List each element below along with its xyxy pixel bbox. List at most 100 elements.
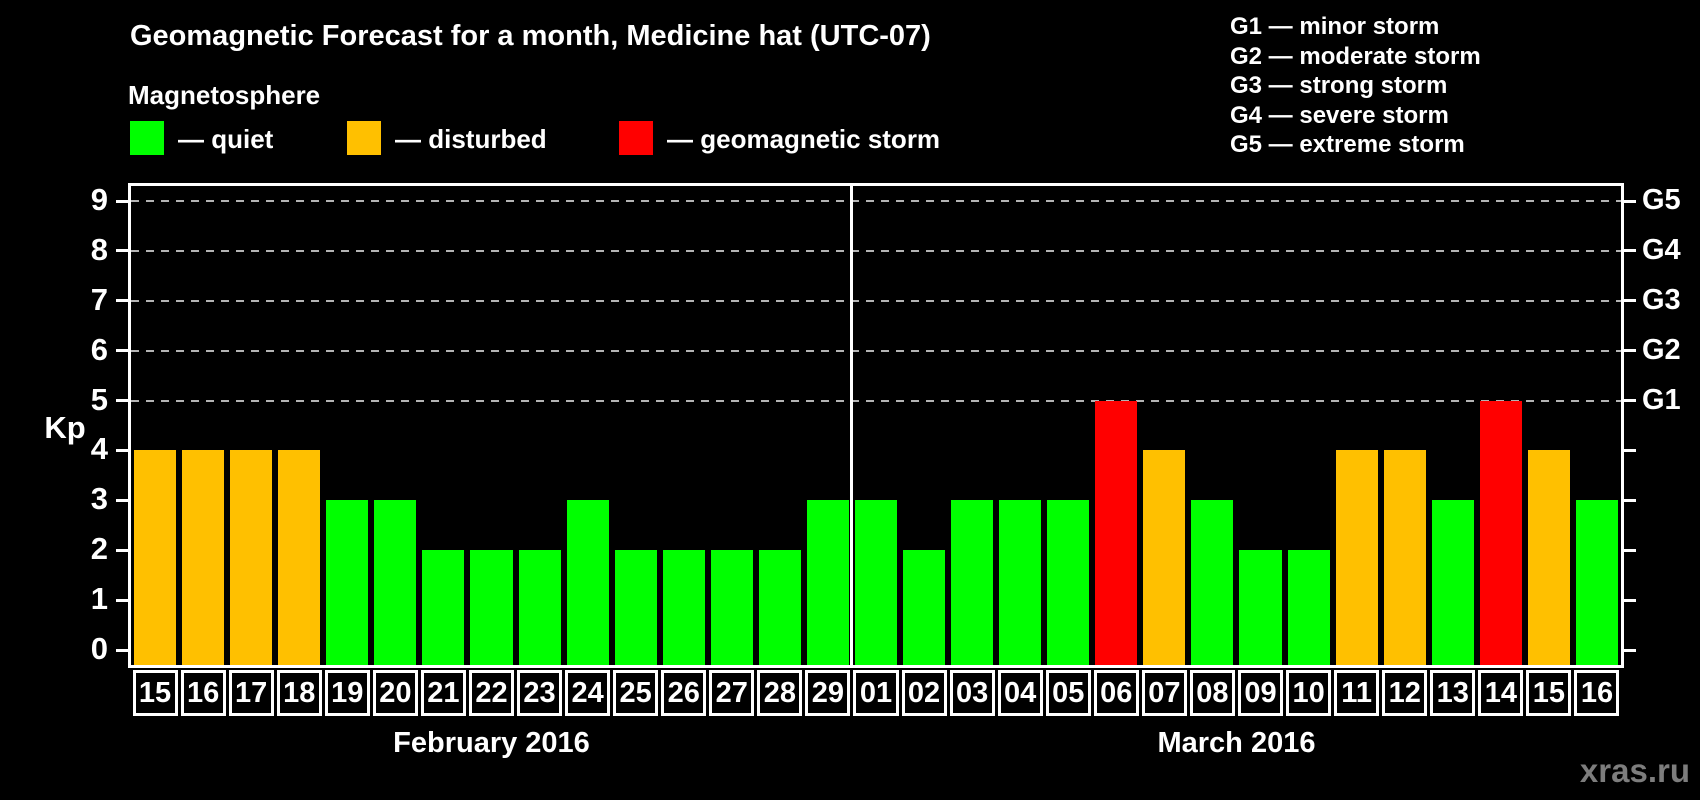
kp-bar-19 (326, 500, 369, 665)
day-cell-mar-11: 11 (1334, 670, 1380, 716)
kp-bar-15 (1527, 450, 1570, 665)
kp-bar-08 (1191, 500, 1234, 665)
kp-bar-18 (278, 450, 321, 665)
kp-bar-11 (1335, 450, 1378, 665)
day-cell-feb-23: 23 (517, 670, 563, 716)
right-tick-4 (1624, 448, 1636, 452)
kp-bar-10 (1287, 550, 1330, 665)
gridline-kp7 (131, 299, 1621, 302)
kp-bar-03 (951, 500, 994, 665)
chart-subtitle: Magnetosphere (128, 80, 321, 110)
day-cell-mar-14: 14 (1478, 670, 1524, 716)
day-cell-feb-17: 17 (228, 670, 274, 716)
day-cell-feb-15: 15 (132, 670, 178, 716)
left-tick-4 (116, 448, 128, 452)
day-cell-mar-13: 13 (1430, 670, 1476, 716)
right-tick-5 (1624, 399, 1636, 403)
kp-bar-21 (422, 550, 465, 665)
day-cell-mar-10: 10 (1286, 670, 1332, 716)
g-legend-line: G2 — moderate storm (1230, 42, 1481, 70)
day-cell-mar-01: 01 (853, 670, 899, 716)
quiet-label: — quiet (178, 124, 274, 154)
kp-bar-06 (1095, 400, 1138, 665)
day-cell-feb-27: 27 (709, 670, 755, 716)
left-tick-9 (116, 199, 128, 203)
y-label-3: 3 (90, 481, 108, 517)
kp-bar-14 (1479, 400, 1522, 665)
kp-bar-20 (374, 500, 417, 665)
y-label-2: 2 (90, 531, 108, 567)
y-label-8: 8 (90, 231, 108, 267)
kp-bar-17 (230, 450, 273, 665)
left-tick-8 (116, 249, 128, 253)
left-tick-3 (116, 498, 128, 502)
disturbed-label: — disturbed (395, 124, 547, 154)
right-tick-9 (1624, 199, 1636, 203)
kp-bar-16 (1575, 500, 1618, 665)
day-cell-mar-02: 02 (901, 670, 947, 716)
month-label-mar: March 2016 (1157, 727, 1316, 759)
left-tick-7 (116, 299, 128, 303)
day-cell-feb-25: 25 (613, 670, 659, 716)
day-cell-feb-16: 16 (180, 670, 226, 716)
day-cell-mar-03: 03 (949, 670, 995, 716)
kp-bar-04 (999, 500, 1042, 665)
g-axis-label-G1: G1 (1642, 383, 1681, 416)
day-cell-feb-20: 20 (372, 670, 418, 716)
kp-bar-15 (134, 450, 177, 665)
kp-bar-23 (518, 550, 561, 665)
kp-bar-22 (470, 550, 513, 665)
day-cell-mar-16: 16 (1574, 670, 1620, 716)
day-cell-mar-15: 15 (1526, 670, 1572, 716)
g-axis-label-G5: G5 (1642, 184, 1681, 216)
right-tick-3 (1624, 498, 1636, 502)
gridline-kp5 (131, 399, 1621, 402)
day-cell-mar-04: 04 (997, 670, 1043, 716)
day-cell-feb-22: 22 (468, 670, 514, 716)
quiet-swatch (130, 121, 164, 155)
kp-bar-05 (1047, 500, 1090, 665)
right-tick-0 (1624, 648, 1636, 652)
day-cell-feb-24: 24 (565, 670, 611, 716)
storm-swatch (619, 121, 653, 155)
day-cell-feb-29: 29 (805, 670, 851, 716)
day-cell-mar-12: 12 (1382, 670, 1428, 716)
kp-bar-26 (662, 550, 705, 665)
kp-bar-13 (1431, 500, 1474, 665)
gridline-kp9 (131, 200, 1621, 202)
y-label-6: 6 (90, 331, 108, 367)
right-tick-8 (1624, 249, 1636, 253)
day-cell-mar-09: 09 (1237, 670, 1284, 716)
right-tick-1 (1624, 598, 1636, 602)
kp-bar-12 (1383, 450, 1426, 665)
kp-bar-29 (806, 500, 849, 665)
left-tick-5 (116, 399, 128, 403)
day-cell-feb-26: 26 (661, 670, 707, 716)
day-cell-feb-18: 18 (276, 670, 322, 716)
kp-bar-28 (758, 550, 801, 665)
g-legend-line: G3 — strong storm (1230, 72, 1448, 99)
gridline-kp6 (131, 349, 1621, 352)
y-label-7: 7 (90, 281, 108, 317)
g-axis-label-G3: G3 (1642, 283, 1681, 316)
plot-area (128, 183, 1624, 668)
g-legend-line: G4 — severe storm (1230, 101, 1449, 129)
month-label-feb: February 2016 (393, 727, 590, 759)
y-label-5: 5 (90, 381, 108, 417)
month-divider-line (850, 186, 854, 665)
kp-bar-02 (903, 550, 946, 665)
kp-bar-01 (854, 500, 898, 665)
storm-label: — geomagnetic storm (667, 124, 941, 154)
disturbed-swatch (347, 121, 381, 155)
chart-title: Geomagnetic Forecast for a month, Medici… (130, 20, 931, 52)
day-cell-mar-05: 05 (1045, 670, 1091, 716)
y-label-4: 4 (90, 431, 108, 467)
kp-bar-16 (182, 450, 225, 665)
day-cell-feb-21: 21 (420, 670, 466, 716)
watermark: xras.ru (1579, 752, 1690, 789)
left-tick-0 (116, 648, 128, 652)
day-cell-feb-28: 28 (757, 670, 803, 716)
right-tick-7 (1624, 299, 1636, 303)
day-cell-mar-06: 06 (1093, 670, 1139, 716)
